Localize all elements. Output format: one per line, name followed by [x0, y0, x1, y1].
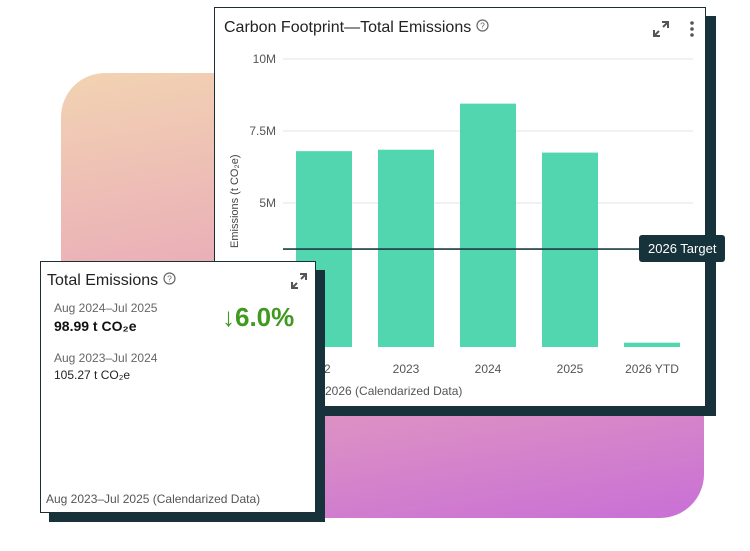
current-value: 98.99 t CO₂e — [54, 318, 137, 334]
chart-title: Carbon Footprint—Total Emissions — [224, 19, 472, 36]
y-tick-label: 7.5M — [249, 124, 276, 138]
chart-footnote: 2026 (Calendarized Data) — [325, 384, 463, 398]
x-tick-label: 2024 — [475, 362, 502, 376]
y-tick-label: 10M — [253, 52, 276, 66]
bar-chart: 5M7.5M10M222023202420252026 YTD Emission… — [229, 52, 693, 376]
current-period: Aug 2024–Jul 2025 — [54, 301, 158, 315]
total-footnote: Aug 2023–Jul 2025 (Calendarized Data) — [46, 492, 261, 506]
x-tick-label: 2023 — [393, 362, 420, 376]
x-tick-label: 2026 YTD — [625, 362, 679, 376]
chart-title-row: Carbon Footprint—Total Emissions ? — [224, 19, 489, 37]
expand-icon[interactable] — [290, 272, 308, 295]
previous-value: 105.27 t CO₂e — [54, 368, 131, 382]
emissions-chart-card: Carbon Footprint—Total Emissions ? 5M 7.5… — [214, 7, 726, 407]
svg-text:?: ? — [167, 274, 172, 284]
total-emissions-title: Total Emissions — [47, 272, 159, 289]
bar[interactable] — [460, 103, 516, 347]
x-tick-label: 2025 — [557, 362, 584, 376]
help-icon[interactable]: ? — [476, 19, 489, 37]
change-indicator: ↓ 6.0% — [222, 302, 294, 333]
svg-text:?: ? — [480, 21, 485, 31]
help-icon[interactable]: ? — [163, 272, 176, 290]
down-arrow-icon: ↓ — [222, 302, 235, 332]
previous-period: Aug 2023–Jul 2024 — [54, 351, 158, 365]
expand-icon[interactable] — [652, 20, 670, 43]
y-tick-label: 5M — [259, 196, 276, 210]
target-badge: 2026 Target — [639, 235, 726, 262]
bar[interactable] — [624, 342, 680, 347]
more-options-icon[interactable] — [689, 20, 695, 43]
total-emissions-card: Total Emissions ? Aug 2024–Jul 2025 98.9… — [40, 261, 316, 513]
total-title-row: Total Emissions ? — [47, 272, 176, 290]
y-axis-label: Emissions (t CO₂e) — [229, 154, 241, 248]
change-value: 6.0% — [235, 302, 295, 332]
